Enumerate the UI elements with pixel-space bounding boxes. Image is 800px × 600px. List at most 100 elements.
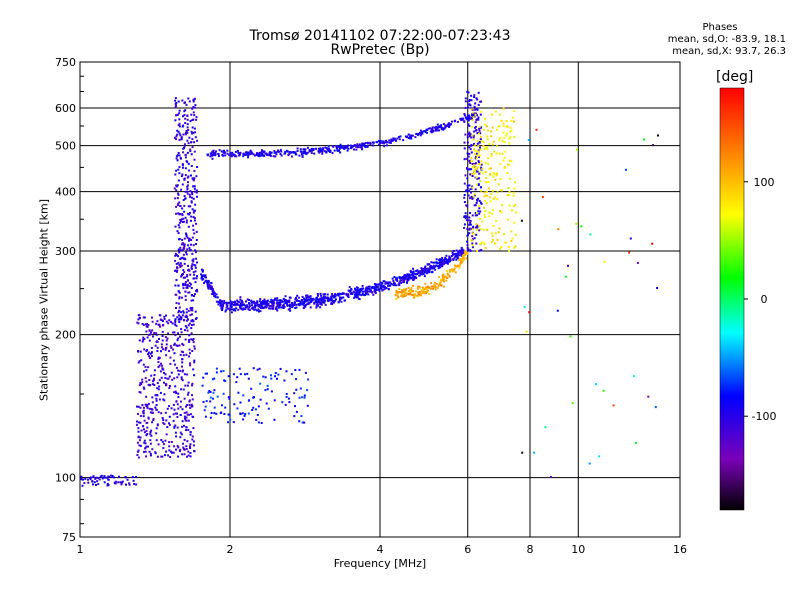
- data-point: [194, 104, 197, 107]
- data-point: [192, 111, 195, 114]
- data-point: [390, 282, 393, 285]
- data-point: [472, 195, 475, 198]
- data-point: [143, 370, 145, 373]
- data-point: [511, 237, 514, 240]
- data-point: [468, 99, 471, 101]
- data-point: [187, 391, 190, 394]
- data-point: [247, 151, 250, 154]
- data-point: [354, 289, 357, 292]
- data-point: [178, 291, 181, 294]
- data-point: [265, 402, 268, 405]
- data-point: [179, 266, 182, 269]
- data-point: [145, 325, 148, 328]
- data-point: [474, 166, 477, 169]
- data-point: [594, 383, 597, 386]
- data-point: [432, 265, 435, 268]
- data-point: [446, 259, 449, 262]
- data-point: [160, 455, 163, 458]
- data-point: [149, 333, 152, 336]
- x-tick-label: 2: [227, 543, 234, 556]
- data-point: [189, 195, 192, 198]
- data-point: [480, 189, 483, 192]
- data-point: [180, 331, 183, 334]
- data-point: [290, 155, 293, 158]
- data-point: [278, 150, 280, 153]
- data-point: [286, 299, 289, 302]
- data-point: [174, 197, 177, 200]
- data-point: [473, 148, 475, 151]
- data-point: [295, 306, 298, 309]
- trace-f-upper-trace: [206, 112, 476, 160]
- data-point: [351, 145, 354, 148]
- data-point: [182, 311, 185, 314]
- data-point: [256, 309, 258, 312]
- data-point: [173, 352, 176, 355]
- data-point: [360, 144, 363, 147]
- data-point: [220, 304, 223, 307]
- data-point: [262, 151, 265, 154]
- data-point: [149, 357, 152, 359]
- data-point: [185, 419, 188, 422]
- data-point: [409, 293, 412, 296]
- data-point: [404, 291, 407, 294]
- data-point: [196, 275, 198, 278]
- data-point: [107, 484, 110, 487]
- data-point: [478, 141, 481, 144]
- data-point: [296, 294, 299, 297]
- data-point: [177, 302, 180, 305]
- data-point: [557, 228, 560, 231]
- data-point: [435, 258, 438, 261]
- data-point: [302, 148, 305, 151]
- data-point: [178, 125, 181, 128]
- data-point: [189, 314, 192, 317]
- data-point: [499, 210, 502, 212]
- data-point: [175, 212, 178, 215]
- data-point: [405, 288, 408, 291]
- data-point: [177, 232, 180, 235]
- data-point: [187, 454, 190, 457]
- data-point: [301, 299, 304, 302]
- data-point: [95, 476, 98, 479]
- data-point: [474, 113, 477, 116]
- data-point: [598, 455, 601, 458]
- data-point: [191, 306, 194, 309]
- data-point: [187, 318, 189, 321]
- data-point: [179, 431, 182, 434]
- data-point: [361, 142, 364, 145]
- data-point: [182, 369, 184, 372]
- data-point: [347, 147, 350, 150]
- data-point: [181, 242, 184, 245]
- data-point: [155, 404, 158, 406]
- data-point: [254, 308, 257, 311]
- data-point: [503, 140, 506, 143]
- data-point: [488, 187, 491, 190]
- data-point: [469, 221, 472, 224]
- data-point: [139, 350, 142, 353]
- data-point: [260, 151, 263, 154]
- data-point: [159, 370, 162, 373]
- data-point: [175, 400, 178, 403]
- data-point: [162, 348, 165, 351]
- data-point: [163, 423, 166, 425]
- data-point: [189, 148, 192, 151]
- data-point: [188, 100, 191, 103]
- data-point: [183, 178, 186, 181]
- data-point: [177, 332, 179, 335]
- data-point: [148, 450, 151, 453]
- data-point: [142, 410, 145, 413]
- data-point: [475, 107, 478, 110]
- data-point: [156, 340, 158, 343]
- data-point: [324, 303, 327, 306]
- data-point: [479, 170, 482, 173]
- data-point: [246, 151, 249, 154]
- data-point: [477, 91, 480, 94]
- data-point: [575, 222, 578, 225]
- data-point: [273, 298, 276, 301]
- data-point: [240, 307, 243, 310]
- data-point: [178, 172, 181, 175]
- data-point: [514, 203, 517, 206]
- data-point: [444, 126, 447, 129]
- data-point: [107, 478, 110, 481]
- data-point: [305, 303, 308, 306]
- data-point: [175, 344, 178, 347]
